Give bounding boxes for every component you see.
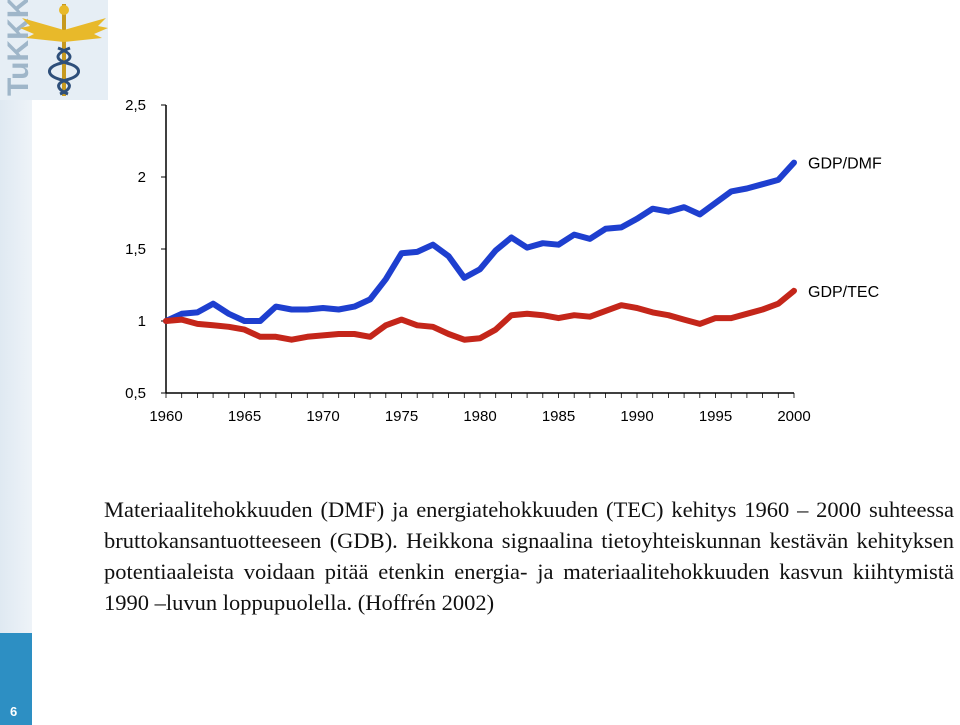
x-tick-label: 1990 bbox=[620, 408, 653, 425]
x-tick-label: 1975 bbox=[385, 408, 418, 425]
chart-labels: 0,5 1 1,5 2 2,5 1960 1965 1970 1975 1980 1985 1990 1… bbox=[125, 97, 882, 425]
y-tick-label: 1 bbox=[138, 313, 146, 330]
chart-axes bbox=[161, 104, 795, 398]
series-line-gdp-tec bbox=[163, 287, 797, 343]
x-tick-label: 1970 bbox=[306, 408, 339, 425]
x-tick-label: 1995 bbox=[699, 408, 732, 425]
logo-text: TuKKK bbox=[2, 0, 35, 96]
x-tick-label: 1980 bbox=[463, 408, 496, 425]
x-tick-label: 1960 bbox=[149, 408, 182, 425]
x-tick-label: 1965 bbox=[228, 408, 261, 425]
y-tick-label: 0,5 bbox=[125, 385, 146, 402]
figure-caption: Materiaalitehokkuuden (DMF) ja energiate… bbox=[104, 497, 954, 615]
x-tick-label: 2000 bbox=[777, 408, 810, 425]
series-label-gdp-dmf: GDP/DMF bbox=[808, 156, 882, 173]
page-number-badge: 6 bbox=[0, 633, 32, 725]
chart-series bbox=[163, 159, 797, 343]
x-tick-label: 1985 bbox=[542, 408, 575, 425]
caduceus-icon: TuKKK bbox=[0, 0, 108, 100]
y-tick-label: 2 bbox=[138, 169, 146, 186]
y-tick-label: 1,5 bbox=[125, 241, 146, 258]
page-number: 6 bbox=[10, 704, 18, 719]
sidebar-stripe bbox=[0, 100, 32, 725]
line-chart: 0,5 1 1,5 2 2,5 1960 1965 1970 1975 1980 1985 1990 1… bbox=[125, 97, 882, 425]
y-tick-label: 2,5 bbox=[125, 97, 146, 114]
series-line-gdp-dmf bbox=[163, 159, 797, 324]
series-label-gdp-tec: GDP/TEC bbox=[808, 284, 879, 301]
